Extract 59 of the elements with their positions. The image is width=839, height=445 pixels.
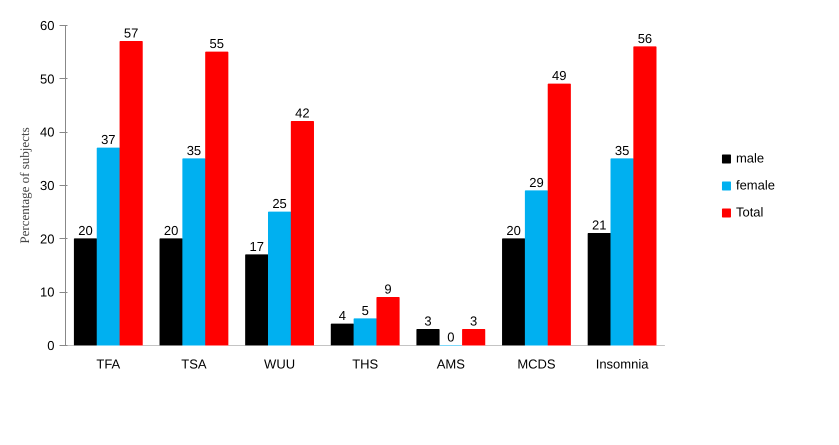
data-label: 0: [447, 330, 454, 344]
bar: [354, 318, 377, 346]
bar: [120, 41, 143, 346]
x-tick-label: AMS: [436, 356, 466, 372]
x-tick-label: TSA: [181, 356, 207, 372]
data-label: 17: [250, 238, 264, 254]
data-label: 3: [424, 314, 432, 328]
bar: [268, 212, 292, 346]
y-tick-label: 40: [40, 124, 55, 140]
y-tick-label: 60: [40, 18, 55, 33]
data-label: 20: [78, 222, 93, 238]
bar: [330, 324, 354, 346]
bar: [205, 52, 228, 346]
bar: [524, 190, 548, 346]
bar: [96, 148, 120, 346]
data-label: 3: [470, 314, 478, 328]
bar: [160, 238, 183, 346]
bar: [462, 329, 486, 346]
y-tick-label: 10: [40, 284, 55, 300]
x-tick-label: TFA: [96, 356, 121, 372]
bar: [610, 158, 634, 346]
legend-label: female: [736, 178, 775, 192]
data-label: 5: [362, 302, 369, 318]
data-label: 4: [338, 308, 346, 324]
bar: [376, 297, 400, 346]
x-tick-label: WUU: [264, 356, 296, 372]
y-tick-label: 0: [47, 338, 55, 353]
legend-label: male: [736, 150, 764, 166]
data-label: 55: [210, 36, 224, 52]
bar: [416, 329, 440, 346]
data-label: 37: [101, 132, 116, 148]
data-label: 56: [638, 30, 652, 46]
data-label: 57: [124, 26, 138, 40]
data-label: 21: [592, 218, 606, 232]
bar: [633, 46, 656, 346]
data-label: 49: [552, 68, 567, 84]
y-tick-label: 30: [40, 178, 55, 193]
data-label: 20: [164, 222, 178, 238]
x-tick-label: Insomnia: [596, 356, 650, 372]
bar: [502, 238, 526, 346]
bar: [245, 254, 268, 346]
bar: [74, 238, 98, 346]
data-label: 35: [186, 142, 202, 158]
bar: [588, 233, 611, 346]
data-label: 29: [529, 174, 544, 190]
data-label: 25: [272, 196, 287, 212]
bar: [182, 158, 206, 346]
y-tick-label: 20: [40, 231, 55, 246]
y-tick-label: 50: [40, 71, 55, 86]
x-tick-label: THS: [352, 356, 379, 372]
data-label: 20: [506, 222, 521, 238]
data-label: 9: [384, 282, 392, 296]
bar: [548, 84, 571, 346]
legend-label: Total: [736, 204, 764, 220]
data-label: 42: [295, 106, 310, 120]
y-axis-title: Percentage of subjects: [17, 127, 32, 244]
bar: [290, 121, 314, 346]
x-tick-label: MCDS: [517, 356, 556, 372]
data-label: 35: [614, 142, 630, 158]
